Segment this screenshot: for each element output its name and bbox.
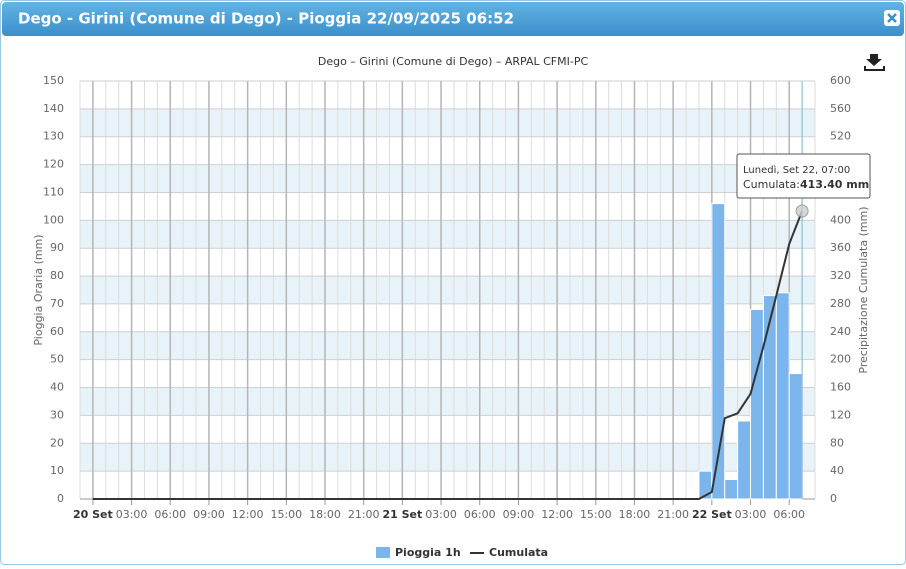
y-tick-label: 80 [50, 269, 64, 282]
y2-tick-label: 240 [830, 325, 851, 338]
y-tick-label: 10 [50, 464, 64, 477]
y-tick-label: 110 [43, 185, 64, 198]
grid-band [80, 108, 815, 137]
x-tick-label: 21:00 [657, 508, 689, 521]
bar [762, 295, 777, 500]
x-tick-label: 21:00 [348, 508, 380, 521]
x-tick-label: 15:00 [270, 508, 302, 521]
y-tick-label: 60 [50, 325, 64, 338]
y2-tick-label: 280 [830, 297, 851, 310]
line [92, 210, 804, 500]
y2-tick-label: 200 [830, 353, 851, 366]
x-tick-label: 06:00 [773, 508, 805, 521]
y2-tick-label: 40 [830, 464, 844, 477]
y2-tick-label: 520 [830, 130, 851, 143]
y2-tick-label: 600 [830, 74, 851, 87]
grid-band [80, 164, 815, 193]
y-tick-label: 130 [43, 130, 64, 143]
x-tick-label: 12:00 [541, 508, 573, 521]
x-tick-label: 22 Set [692, 508, 732, 521]
download-button[interactable] [864, 54, 885, 71]
x-tick-label: 09:00 [503, 508, 535, 521]
x-tick-label: 18:00 [309, 508, 341, 521]
y2-tick-label: 560 [830, 102, 851, 115]
bar [750, 309, 764, 500]
y-tick-label: 30 [50, 408, 64, 421]
y2-tick-label: 320 [830, 269, 851, 282]
x-tick-label: 03:00 [116, 508, 148, 521]
bar [711, 203, 726, 500]
grid-band [80, 443, 815, 472]
title-bar [2, 2, 904, 36]
x-tick-label: 09:00 [193, 508, 225, 521]
chart-title: Dego – Girini (Comune di Dego) – ARPAL C… [318, 55, 589, 68]
x-tick-label: 06:00 [464, 508, 496, 521]
y2-tick-label: 400 [830, 213, 851, 226]
legend-label: Pioggia 1h [395, 546, 461, 559]
y2-tick-label: 160 [830, 381, 851, 394]
y-tick-label: 90 [50, 241, 64, 254]
y-tick-label: 0 [57, 492, 64, 505]
y-tick-label: 50 [50, 353, 64, 366]
x-tick-label: 03:00 [735, 508, 767, 521]
y2-tick-label: 120 [830, 408, 851, 421]
tooltip-box [736, 153, 871, 199]
legend-label: Cumulata [489, 546, 548, 559]
close-button[interactable] [884, 10, 900, 26]
y2-tick-label: 360 [830, 241, 851, 254]
tooltip-value: 413.40 mm [800, 178, 869, 191]
y-tick-label: 140 [43, 102, 64, 115]
y-tick-label: 100 [43, 213, 64, 226]
y2-tick-label: 80 [830, 436, 844, 449]
bar [724, 478, 739, 500]
y-tick-label: 150 [43, 74, 64, 87]
x-tick-label: 21 Set [382, 508, 422, 521]
grid-band [80, 220, 815, 249]
window-title: Dego - Girini (Comune di Dego) - Pioggia… [18, 10, 514, 28]
bar [737, 420, 752, 500]
x-tick-label: 18:00 [619, 508, 651, 521]
hover-marker [795, 204, 809, 218]
y-tick-label: 20 [50, 436, 64, 449]
y2-tick-label: 0 [830, 492, 837, 505]
y-tick-label: 120 [43, 158, 64, 171]
y-axis-title: Pioggia Oraria (mm) [32, 234, 45, 345]
tooltip: Lunedì, Set 22, 07:00 Cumulata: 413.40 mm [736, 153, 871, 199]
x-tick-label: 20 Set [73, 508, 113, 521]
legend-swatch [376, 547, 390, 558]
grid-band [80, 387, 815, 416]
x-tick-label: 06:00 [154, 508, 186, 521]
bar [775, 292, 790, 500]
x-tick-label: 12:00 [232, 508, 264, 521]
y-tick-label: 40 [50, 381, 64, 394]
x-tick-label: 03:00 [425, 508, 457, 521]
tooltip-label: Cumulata: [743, 178, 800, 191]
bar [788, 373, 803, 500]
grid-band [80, 331, 815, 360]
grid-band [80, 276, 815, 304]
y-tick-label: 70 [50, 297, 64, 310]
y2-axis-title: Precipitazione Cumulata (mm) [857, 206, 870, 373]
x-tick-label: 15:00 [580, 508, 612, 521]
tooltip-title: Lunedì, Set 22, 07:00 [743, 164, 850, 176]
